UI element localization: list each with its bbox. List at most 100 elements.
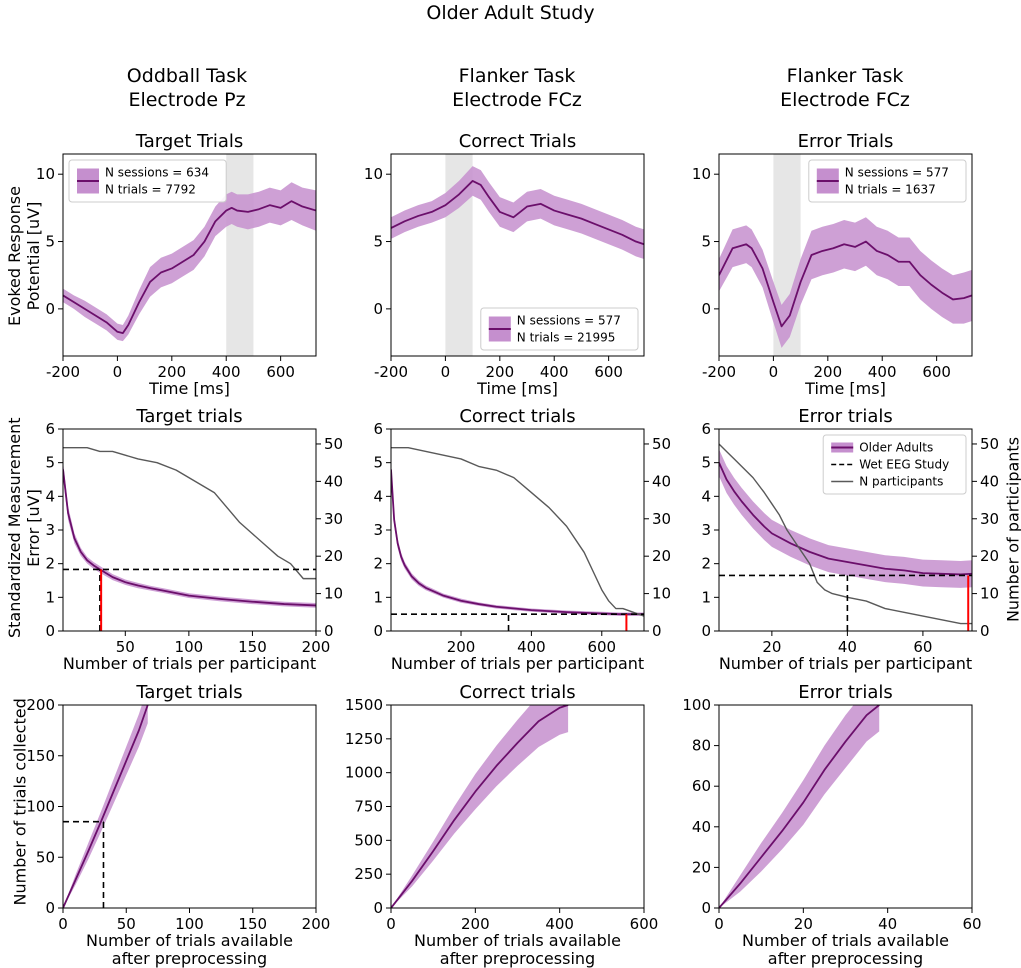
column-title-oddball: Oddball Task Electrode Pz: [57, 64, 317, 112]
chart-title: Target trials: [135, 682, 242, 703]
y2-tick-label: 40: [980, 472, 999, 490]
y2-tick-label: 30: [980, 510, 999, 528]
y-tick-label: 1: [373, 588, 383, 606]
y2-tick-label: 40: [324, 472, 343, 490]
y-tick-label: 10: [36, 165, 55, 183]
plot-area: [719, 705, 880, 908]
y-tick-label: 4: [701, 487, 711, 505]
axes-frame: [718, 153, 973, 357]
chart-title: Target trials: [135, 406, 242, 427]
column-title-flanker-correct: Flanker Task Electrode FCz: [387, 64, 647, 112]
x-axis-label: Number of trials available: [86, 931, 293, 950]
x-tick-label: 400: [517, 638, 546, 656]
x-tick-label: 0: [714, 915, 724, 933]
x-tick-label: 400: [545, 915, 574, 933]
confidence-band: [63, 182, 316, 342]
confidence-band: [719, 217, 972, 348]
column-title-flanker-error: Flanker Task Electrode FCz: [715, 64, 975, 112]
y-tick-label: 0: [701, 300, 711, 318]
y-tick-label: 2: [45, 555, 55, 573]
series-line: [63, 469, 316, 607]
y-tick-label: 10: [692, 165, 711, 183]
y-tick-label: 5: [373, 454, 383, 472]
y-tick-label: 3: [373, 521, 383, 539]
y-tick-label: 6: [45, 420, 55, 438]
x-tick-label: 150: [238, 915, 267, 933]
legend-label: Older Adults: [859, 441, 933, 455]
y2-tick-label: 0: [652, 622, 662, 640]
series-line: [391, 705, 569, 908]
y-tick-label: 0: [373, 300, 383, 318]
y-tick-label: 6: [701, 420, 711, 438]
x-tick-label: 20: [762, 638, 781, 656]
x-axis-label: Number of trials per participant: [63, 654, 316, 673]
axes-frame: [718, 704, 973, 909]
x-tick-label: 200: [447, 638, 476, 656]
plot-area: [63, 705, 149, 908]
confidence-band: [391, 705, 569, 908]
column-task: Flanker Task: [786, 65, 904, 87]
y-tick-label: 100: [26, 798, 55, 816]
axes-frame: [62, 704, 317, 909]
legend-label: N trials = 1637: [845, 183, 936, 197]
figure-title: Older Adult Study: [426, 2, 595, 24]
series-line: [391, 180, 644, 246]
x-axis-label: Time [ms]: [476, 379, 558, 398]
legend-label: N trials = 7792: [105, 183, 196, 197]
column-electrode: Electrode FCz: [780, 89, 910, 111]
participants-line: [63, 447, 316, 580]
x-tick-label: 400: [212, 363, 241, 381]
x-tick-label: 200: [157, 363, 186, 381]
legend: N sessions = 634 N trials = 7792: [68, 159, 227, 203]
y-tick-label: 1: [701, 588, 711, 606]
y2-tick-label: 50: [652, 435, 671, 453]
y2-tick-label: 50: [980, 435, 999, 453]
legend-label: N sessions = 577: [517, 314, 621, 328]
y2-tick-label: 10: [324, 585, 343, 603]
chart-title: Error trials: [798, 682, 892, 703]
x-tick-label: 100: [175, 638, 204, 656]
series-line: [63, 705, 149, 908]
y-tick-label: 0: [373, 622, 383, 640]
legend-box: [480, 307, 639, 351]
y2-tick-label: 10: [980, 585, 999, 603]
y-tick-label: 40: [692, 818, 711, 836]
column-task: Oddball Task: [126, 65, 248, 87]
plot-area: [63, 154, 316, 356]
y-tick-label: 0: [701, 622, 711, 640]
x-tick-label: 60: [962, 915, 981, 933]
x-axis-label: after preprocessing: [768, 949, 923, 968]
y-tick-label: 10: [364, 165, 383, 183]
confidence-band: [63, 705, 148, 908]
legend: Older Adults Wet EEG Study N participants: [822, 434, 967, 495]
y-tick-label: 3: [701, 521, 711, 539]
x-tick-label: 200: [302, 915, 331, 933]
series-line: [719, 240, 972, 328]
chart-title: Target Trials: [135, 131, 244, 152]
chart-title: Error trials: [798, 406, 892, 427]
y-tick-label: 50: [36, 848, 55, 866]
x-tick-label: 600: [587, 638, 616, 656]
column-task: Flanker Task: [458, 65, 576, 87]
confidence-band: [719, 705, 880, 908]
chart-title: Correct trials: [459, 682, 575, 703]
legend-label: Wet EEG Study: [859, 458, 949, 472]
plot-area: [391, 705, 569, 908]
x-tick-label: -200: [702, 363, 736, 381]
y-tick-label: 5: [373, 233, 383, 251]
chart-sme-1: 200 400 600 0 1 2 3 4 5 6 0 10 20 30 40 50 Correct trial…: [373, 406, 671, 673]
x-axis-label: Number of trials per participant: [719, 654, 972, 673]
x-tick-label: 0: [58, 915, 68, 933]
y-tick-label: 150: [26, 747, 55, 765]
chart-trials-1: 0 200 400 600 0 250 500 750 1000 1250 1500 Correct …: [345, 682, 659, 968]
x-tick-label: 400: [868, 363, 897, 381]
y-tick-label: 5: [45, 454, 55, 472]
series-line: [63, 200, 316, 335]
y2-tick-label: 20: [324, 547, 343, 565]
y-tick-label: 5: [701, 454, 711, 472]
chart-erp-1: -200 0 200 400 600 0 5 10 Correct Trials Time [ms…: [364, 131, 645, 398]
series-line: [719, 705, 880, 908]
y-tick-label: 80: [692, 737, 711, 755]
